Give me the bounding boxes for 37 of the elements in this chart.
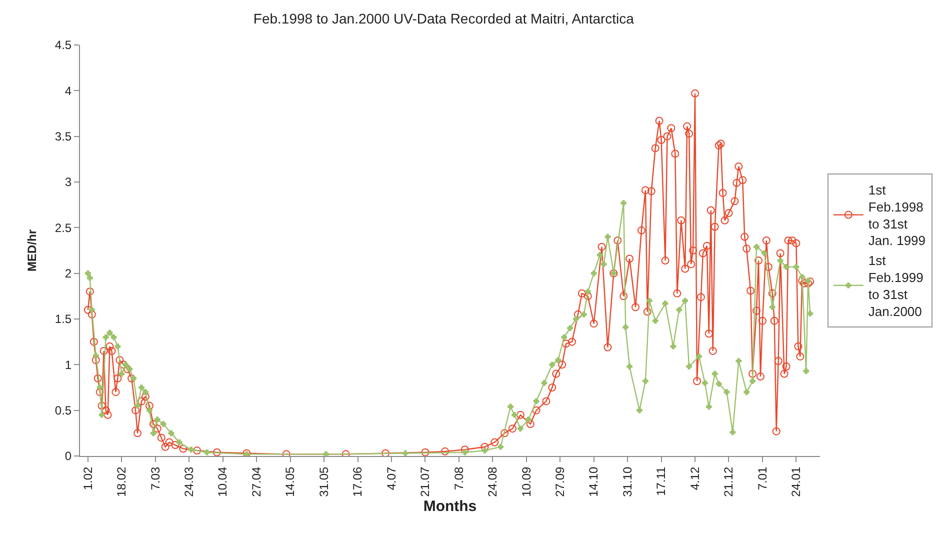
x-tick-label: 21.12 [722,466,736,497]
x-tick-label: 24.01 [789,466,804,497]
x-tick-label: 31.05 [316,466,331,497]
y-tick-label: 0.5 [54,404,72,418]
x-tick-label: 7.08 [452,466,466,490]
x-tick-label: 10.09 [519,466,534,497]
y-axis-title: MED/hr [25,229,40,272]
x-tick-label: 24.03 [182,466,196,497]
y-tick-label: 0 [64,449,72,464]
x-tick-label: 10.04 [216,466,230,497]
x-tick-label: 17.06 [350,466,365,497]
y-tick-label: 4 [64,84,72,98]
y-tick-label: 2.5 [54,220,72,235]
legend-label: 1st Feb.1999 to 31st Jan.2000 [868,253,924,319]
y-tick-label: 2 [64,266,72,281]
chart-title: Feb.1998 to Jan.2000 UV-Data Recorded at Maitri, Antarctica [253,10,634,27]
x-tick-label: 27.04 [249,466,264,497]
y-tick-label: 1.5 [54,312,72,326]
x-tick-label: 4.12 [688,466,702,490]
x-tick-label: 24.08 [486,466,500,497]
x-tick-label: 1.02 [80,466,95,490]
x-tick-label: 4.07 [384,466,398,490]
y-tick-label: 4.5 [54,38,72,52]
x-tick-label: 7.01 [755,466,770,490]
x-tick-label: 27.09 [553,466,568,497]
x-axis-title: Months [423,498,477,515]
y-tick-label: 1 [64,358,72,372]
x-tick-label: 7.03 [148,466,162,490]
x-tick-label: 18.02 [114,466,129,497]
x-tick-label: 21.07 [418,466,432,497]
y-tick-label: 3 [64,175,72,190]
x-tick-label: 14.10 [586,466,601,497]
x-tick-label: 31.10 [620,466,634,497]
y-tick-label: 3.5 [54,130,72,144]
x-tick-label: 14.05 [283,466,298,497]
x-tick-label: 17.11 [654,466,668,496]
legend-label: 1st Feb.1998 to 31st Jan. 1999 [868,182,926,248]
